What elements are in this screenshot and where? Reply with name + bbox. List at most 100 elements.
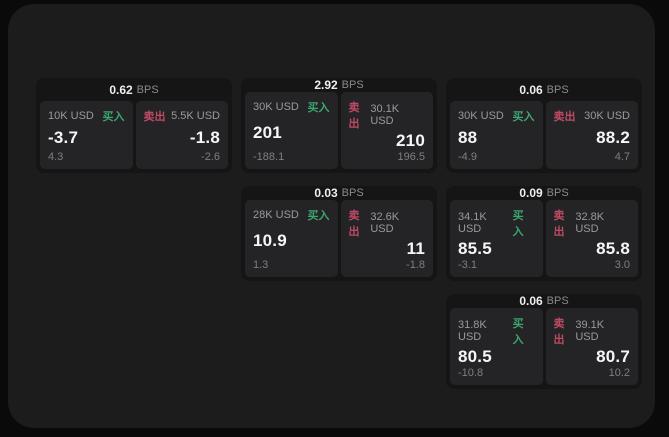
sell-price: 80.7 xyxy=(596,347,630,366)
spread-header: 0.09 BPS xyxy=(450,186,638,200)
sell-price: 210 xyxy=(396,131,425,150)
quote-card-body: 31.8K USD 买入 80.5 -10.8 卖出 39.1K USD 80.… xyxy=(450,308,638,385)
spread-header: 2.92 BPS xyxy=(245,78,433,92)
sell-price: 11 xyxy=(406,239,425,258)
bps-unit-label: BPS xyxy=(546,187,569,199)
bps-unit-label: BPS xyxy=(546,295,569,307)
buy-price: 201 xyxy=(253,123,282,142)
sell-sub-value: 4.7 xyxy=(614,151,630,163)
buy-amount: 31.8K USD xyxy=(458,319,487,343)
buy-sub-value: 1.3 xyxy=(253,259,269,271)
buy-quote-top-row: 34.1K USD 买入 xyxy=(458,207,535,239)
buy-price: -3.7 xyxy=(48,127,79,147)
bps-unit-label: BPS xyxy=(341,187,364,199)
buy-quote-top-row: 10K USD 买入 xyxy=(48,108,125,124)
sell-quote-panel[interactable]: 卖出 30K USD 88.2 4.7 xyxy=(545,101,638,169)
buy-sub-value: -3.1 xyxy=(458,259,477,271)
buy-quote-panel[interactable]: 30K USD 买入 201 -188.1 xyxy=(245,92,338,169)
buy-price: 10.9 xyxy=(253,231,287,250)
sell-quote-top-row: 卖出 30.1K USD xyxy=(349,99,426,131)
quote-card-body: 30K USD 买入 201 -188.1 卖出 30.1K USD 210 1… xyxy=(245,92,433,169)
buy-side-label: 买入 xyxy=(102,111,125,123)
sell-quote-top-row: 卖出 32.6K USD xyxy=(349,207,426,239)
buy-quote-top-row: 30K USD 买入 xyxy=(458,108,535,124)
sell-quote-panel[interactable]: 卖出 39.1K USD 80.7 10.2 xyxy=(545,308,638,385)
sell-quote-panel[interactable]: 卖出 32.8K USD 85.8 3.0 xyxy=(545,200,638,277)
sell-price: -1.8 xyxy=(189,127,220,147)
buy-quote-panel[interactable]: 34.1K USD 买入 85.5 -3.1 xyxy=(450,200,543,277)
sell-sub-value: -2.6 xyxy=(201,151,220,163)
quote-card-body: 34.1K USD 买入 85.5 -3.1 卖出 32.8K USD 85.8… xyxy=(450,200,638,277)
sell-sub-value: 10.2 xyxy=(608,367,630,379)
sell-side-label: 卖出 xyxy=(553,111,576,123)
bps-unit-label: BPS xyxy=(136,83,159,96)
sell-side-label: 卖出 xyxy=(553,318,565,346)
buy-sub-value: -188.1 xyxy=(253,151,285,163)
spread-value: 0.09 xyxy=(519,186,543,200)
buy-side-label: 买入 xyxy=(512,111,535,123)
bps-unit-label: BPS xyxy=(341,79,364,91)
sell-price: 88.2 xyxy=(596,127,630,147)
sell-quote-top-row: 卖出 30K USD xyxy=(554,108,631,124)
spread-value: 2.92 xyxy=(314,78,338,92)
sell-amount: 30K USD xyxy=(584,110,630,122)
sell-quote-panel[interactable]: 卖出 30.1K USD 210 196.5 xyxy=(340,92,433,169)
sell-amount: 32.6K USD xyxy=(370,211,400,235)
buy-side-label: 买入 xyxy=(512,210,524,238)
buy-price: 85.5 xyxy=(458,239,492,258)
bps-unit-label: BPS xyxy=(546,83,569,96)
sell-side-label: 卖出 xyxy=(348,210,360,238)
spread-header: 0.06 BPS xyxy=(450,78,638,101)
spread-value: 0.06 xyxy=(519,294,543,308)
quote-card-body: 10K USD 买入 -3.7 4.3 卖出 5.5K USD -1.8 -2.… xyxy=(40,101,228,169)
buy-quote-top-row: 28K USD 买入 xyxy=(253,207,330,223)
buy-sub-value: -10.8 xyxy=(458,367,484,379)
quote-card-body: 28K USD 买入 10.9 1.3 卖出 32.6K USD 11 -1.8 xyxy=(245,200,433,277)
quote-card-body: 30K USD 买入 88 -4.9 卖出 30K USD 88.2 4.7 xyxy=(450,101,638,169)
buy-amount: 34.1K USD xyxy=(458,211,487,235)
buy-amount: 30K USD xyxy=(253,101,299,113)
sell-quote-top-row: 卖出 39.1K USD xyxy=(554,315,631,347)
spread-value: 0.03 xyxy=(314,186,338,200)
quote-card: 0.06 BPS 31.8K USD 买入 80.5 -10.8 卖出 39.1… xyxy=(446,294,642,389)
buy-sub-value: 4.3 xyxy=(48,151,64,163)
sell-sub-value: 196.5 xyxy=(397,151,425,163)
quote-card: 2.92 BPS 30K USD 买入 201 -188.1 卖出 30.1K … xyxy=(241,78,437,173)
sell-amount: 5.5K USD xyxy=(171,110,220,122)
buy-amount: 28K USD xyxy=(253,209,299,221)
quote-card: 0.06 BPS 30K USD 买入 88 -4.9 卖出 30K USD xyxy=(446,78,642,173)
sell-quote-top-row: 卖出 32.8K USD xyxy=(554,207,631,239)
buy-quote-top-row: 31.8K USD 买入 xyxy=(458,315,535,347)
sell-sub-value: 3.0 xyxy=(614,259,630,271)
sell-quote-panel[interactable]: 卖出 32.6K USD 11 -1.8 xyxy=(340,200,433,277)
spread-value: 0.62 xyxy=(109,82,133,97)
buy-quote-panel[interactable]: 30K USD 买入 88 -4.9 xyxy=(450,101,543,169)
buy-quote-panel[interactable]: 10K USD 买入 -3.7 4.3 xyxy=(40,101,133,169)
sell-sub-value: -1.8 xyxy=(406,259,425,271)
quotes-panel: 0.62 BPS 10K USD 买入 -3.7 4.3 卖出 5.5K USD xyxy=(8,4,655,428)
buy-side-label: 买入 xyxy=(307,102,330,114)
buy-quote-top-row: 30K USD 买入 xyxy=(253,99,330,115)
quote-card: 0.03 BPS 28K USD 买入 10.9 1.3 卖出 32.6K US… xyxy=(241,186,437,281)
sell-quote-panel[interactable]: 卖出 5.5K USD -1.8 -2.6 xyxy=(135,101,228,169)
sell-side-label: 卖出 xyxy=(348,102,360,130)
buy-side-label: 买入 xyxy=(307,210,330,222)
sell-amount: 32.8K USD xyxy=(575,211,605,235)
sell-side-label: 卖出 xyxy=(143,111,166,123)
quote-cards-grid: 0.62 BPS 10K USD 买入 -3.7 4.3 卖出 5.5K USD xyxy=(36,78,642,389)
spread-header: 0.62 BPS xyxy=(40,78,228,101)
quote-card: 0.09 BPS 34.1K USD 买入 85.5 -3.1 卖出 32.8K… xyxy=(446,186,642,281)
buy-side-label: 买入 xyxy=(512,318,524,346)
buy-price: 80.5 xyxy=(458,347,492,366)
quote-card: 0.62 BPS 10K USD 买入 -3.7 4.3 卖出 5.5K USD xyxy=(36,78,232,173)
buy-quote-panel[interactable]: 31.8K USD 买入 80.5 -10.8 xyxy=(450,308,543,385)
buy-amount: 30K USD xyxy=(458,110,504,122)
sell-amount: 39.1K USD xyxy=(575,319,605,343)
buy-price: 88 xyxy=(458,127,478,147)
sell-quote-top-row: 卖出 5.5K USD xyxy=(144,108,221,124)
sell-side-label: 卖出 xyxy=(553,210,565,238)
spread-value: 0.06 xyxy=(519,82,543,97)
spread-header: 0.03 BPS xyxy=(245,186,433,200)
buy-sub-value: -4.9 xyxy=(458,151,477,163)
buy-quote-panel[interactable]: 28K USD 买入 10.9 1.3 xyxy=(245,200,338,277)
